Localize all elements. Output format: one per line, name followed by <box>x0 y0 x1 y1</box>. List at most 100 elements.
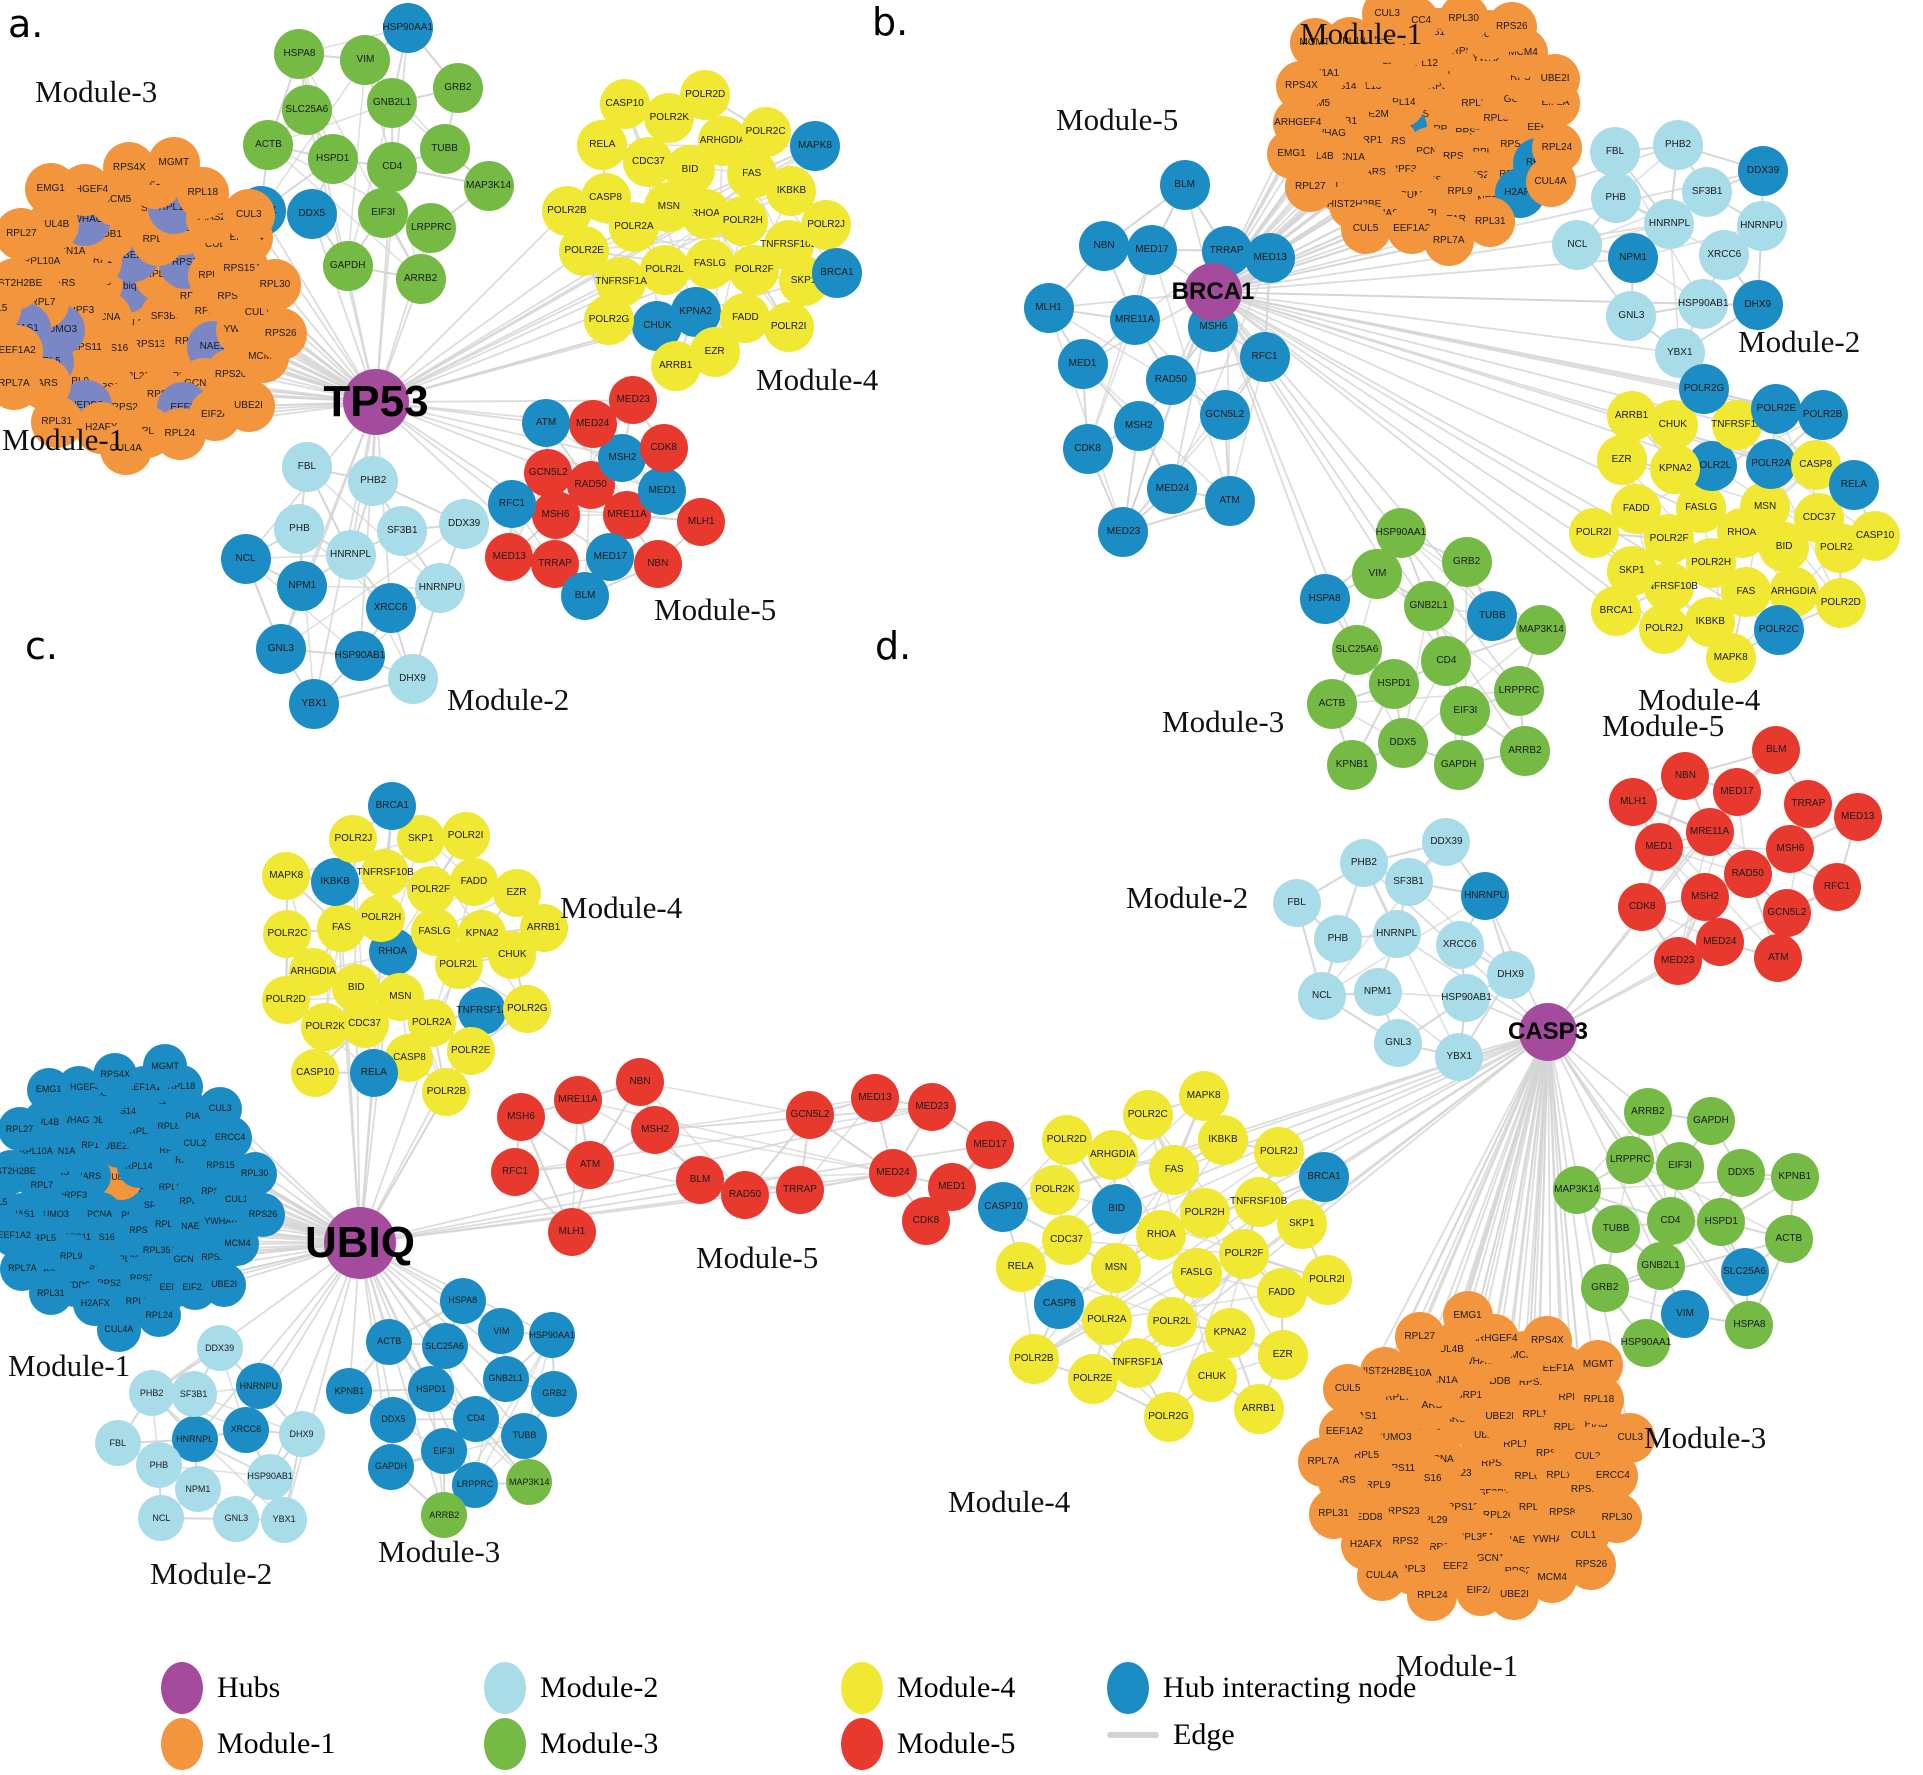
network-node[interactable]: POLR2G <box>584 295 635 346</box>
network-node[interactable]: GRB2 <box>1441 537 1492 588</box>
network-node[interactable]: CASP10 <box>978 1181 1029 1232</box>
network-node[interactable]: MED23 <box>908 1083 956 1131</box>
network-node[interactable]: SF3B1 <box>1384 858 1433 907</box>
network-node[interactable]: CD4 <box>1421 636 1472 687</box>
network-node[interactable]: POLR2H <box>717 195 768 246</box>
network-node[interactable]: CASP10 <box>291 1048 340 1097</box>
network-node[interactable]: NBN <box>616 1058 664 1106</box>
network-node[interactable]: FBL <box>281 442 332 493</box>
network-node[interactable]: MAP3K14 <box>1516 604 1567 655</box>
network-node[interactable]: EMG1 <box>24 162 77 215</box>
network-node[interactable]: POLR2J <box>1639 603 1690 654</box>
network-node[interactable]: SF3B1 <box>1682 167 1733 218</box>
network-node[interactable]: BID <box>1091 1183 1142 1234</box>
network-node[interactable]: BLM <box>1752 726 1801 775</box>
network-node[interactable]: MAPK8 <box>1178 1071 1229 1122</box>
network-node[interactable]: EZR <box>1596 435 1647 486</box>
network-node[interactable]: RHOA <box>1136 1209 1187 1260</box>
network-node[interactable]: HNRNPU <box>1461 871 1510 920</box>
network-node[interactable]: XRCC6 <box>1435 920 1484 969</box>
network-node[interactable]: GAPDH <box>367 1443 414 1490</box>
network-node[interactable]: KPNB1 <box>1327 740 1378 791</box>
network-node[interactable]: FAS <box>1149 1145 1200 1196</box>
network-node[interactable]: EIF3I <box>1440 685 1491 736</box>
network-node[interactable]: RPL30 <box>232 1151 277 1196</box>
network-node[interactable]: MSH2 <box>1113 400 1164 451</box>
network-node[interactable]: GNB2L1 <box>1636 1242 1685 1291</box>
network-node[interactable]: MAP3K14 <box>506 1459 553 1506</box>
network-node[interactable]: MED23 <box>609 376 658 425</box>
network-node[interactable]: CASP10 <box>1850 511 1901 562</box>
network-node[interactable]: RPL7A <box>1298 1436 1349 1487</box>
network-node[interactable]: BRCA1 <box>368 782 417 831</box>
network-node[interactable]: RAD50 <box>1723 850 1772 899</box>
network-node[interactable]: DDX39 <box>1422 818 1471 867</box>
network-node[interactable]: RPS26 <box>1486 1 1537 52</box>
network-node[interactable]: POLR2J <box>1253 1127 1304 1178</box>
network-node[interactable]: BRCA1 <box>1591 586 1642 637</box>
network-node[interactable]: EMG1 <box>1442 1290 1493 1341</box>
network-node[interactable]: MSH6 <box>497 1093 545 1141</box>
network-node[interactable]: ACTB <box>1306 679 1357 730</box>
network-node[interactable]: CUL4A <box>96 1307 141 1352</box>
network-node[interactable]: VIM <box>1661 1290 1710 1339</box>
network-node[interactable]: KPNB1 <box>326 1368 373 1415</box>
network-node[interactable]: DDX39 <box>196 1325 243 1372</box>
network-node[interactable]: CASP8 <box>1034 1279 1085 1330</box>
network-node[interactable]: GCN5L2 <box>786 1091 834 1139</box>
network-node[interactable]: KPNB1 <box>1770 1153 1819 1202</box>
network-node[interactable]: VIM <box>340 35 391 85</box>
network-node[interactable]: ATM <box>1754 934 1803 983</box>
network-node[interactable]: CUL3 <box>1605 1413 1656 1464</box>
network-node[interactable]: HSP90AA1 <box>529 1312 576 1359</box>
network-node[interactable]: POLR2J <box>801 200 852 251</box>
network-node[interactable]: TNFRSF10B <box>357 848 414 897</box>
network-node[interactable]: ARRB1 <box>650 340 701 391</box>
network-node[interactable]: CDK8 <box>639 423 688 472</box>
network-node[interactable]: CUL3 <box>198 1086 243 1131</box>
network-node[interactable]: SF3B1 <box>170 1371 217 1418</box>
network-node[interactable]: HSPA8 <box>1299 573 1350 624</box>
network-node[interactable]: UBE2I <box>1530 53 1581 104</box>
network-node[interactable]: RPS26 <box>254 308 307 361</box>
network-node[interactable]: POLR2J <box>329 814 378 863</box>
network-node[interactable]: POLR2C <box>1753 605 1804 656</box>
network-node[interactable]: KPNA2 <box>1205 1308 1256 1359</box>
network-node[interactable]: HNRNPL <box>1372 910 1421 959</box>
network-node[interactable]: MED13 <box>1245 233 1296 284</box>
network-node[interactable]: MLH1 <box>677 497 726 546</box>
network-node[interactable]: FADD <box>720 292 771 343</box>
network-node[interactable]: MED24 <box>1147 463 1198 514</box>
network-node[interactable]: DHX9 <box>1486 950 1535 999</box>
network-node[interactable]: IKBKB <box>1197 1115 1248 1166</box>
network-node[interactable]: NPM1 <box>174 1466 221 1513</box>
network-node[interactable]: RPL27 <box>1394 1312 1445 1363</box>
network-node[interactable]: CDK8 <box>1618 883 1667 931</box>
network-node[interactable]: RPL31 <box>1308 1488 1359 1539</box>
network-node[interactable]: BRCA1 <box>811 247 862 298</box>
network-node[interactable]: CDC37 <box>623 136 674 187</box>
network-node[interactable]: XRCC6 <box>222 1406 269 1453</box>
network-node[interactable]: POLR2K <box>301 1002 350 1051</box>
network-node[interactable]: POLR2K <box>644 93 695 144</box>
network-node[interactable]: MED13 <box>485 533 534 582</box>
network-node[interactable]: FASLG <box>1171 1248 1222 1299</box>
network-node[interactable]: POLR2H <box>357 894 406 943</box>
network-node[interactable]: GCN5L2 <box>524 448 573 497</box>
network-node[interactable]: MSH2 <box>631 1106 679 1154</box>
network-node[interactable]: HNRNPU <box>415 563 466 614</box>
network-node[interactable]: GAPDH <box>322 240 373 291</box>
network-node[interactable]: HNRNPU <box>1736 200 1787 251</box>
network-node[interactable]: YBX1 <box>289 678 340 729</box>
network-node[interactable]: MED1 <box>1635 823 1684 872</box>
network-node[interactable]: POLR2B <box>1008 1334 1059 1385</box>
network-node[interactable]: NBN <box>633 540 682 589</box>
network-node[interactable]: TUBB <box>1467 590 1518 641</box>
network-node[interactable]: ARRB2 <box>1623 1087 1672 1136</box>
network-node[interactable]: RPL7A <box>0 1246 45 1291</box>
network-node[interactable]: BRCA1 <box>1299 1152 1350 1203</box>
network-node[interactable]: ACTB <box>1764 1215 1813 1264</box>
network-node[interactable]: HSPD1 <box>1697 1197 1746 1246</box>
network-node[interactable]: HSPA8 <box>1725 1301 1774 1350</box>
network-node[interactable]: DDX5 <box>370 1396 417 1443</box>
